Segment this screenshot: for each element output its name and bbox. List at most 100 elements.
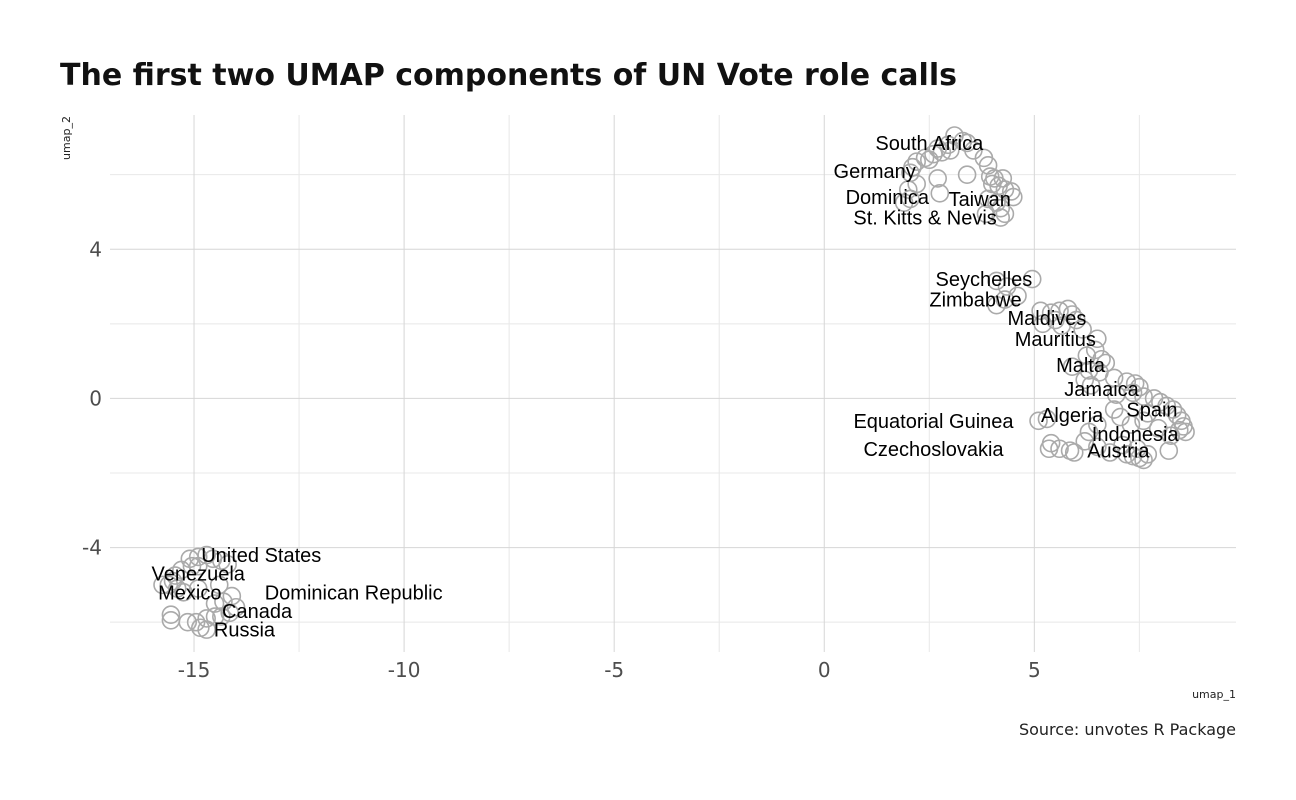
scatter-point xyxy=(907,152,926,171)
country-label: Austria xyxy=(1087,441,1150,463)
scatter-point xyxy=(1159,441,1179,460)
x-axis-title: umap_1 xyxy=(1192,688,1236,701)
scatter-point xyxy=(1081,376,1101,395)
country-label: United States xyxy=(201,545,321,567)
scatter-point xyxy=(1079,422,1099,442)
scatter-point xyxy=(1064,443,1084,462)
scatter-point xyxy=(182,556,202,576)
scatter-point xyxy=(1008,286,1027,306)
country-label: Dominica xyxy=(846,187,930,209)
scatter-point xyxy=(995,204,1015,224)
country-label: Mauritius xyxy=(1015,329,1096,351)
scatter-point xyxy=(1077,346,1097,365)
scatter-point xyxy=(1033,314,1053,334)
scatter-point xyxy=(1130,377,1149,397)
scatter-point xyxy=(987,295,1006,315)
scatter-point xyxy=(1075,370,1095,390)
country-label: Equatorial Guinea xyxy=(853,411,1014,433)
country-label: Jamaica xyxy=(1064,379,1139,401)
x-tick-label: 0 xyxy=(818,658,831,682)
scatter-point xyxy=(1167,405,1187,425)
scatter-point xyxy=(1050,301,1069,321)
scatter-point xyxy=(1050,439,1069,459)
scatter-point xyxy=(991,208,1011,227)
scatter-point xyxy=(1046,310,1065,330)
scatter-point xyxy=(205,607,225,626)
scatter-point xyxy=(1176,422,1195,442)
scatter-point xyxy=(1079,361,1099,380)
country-label: South Africa xyxy=(875,133,984,155)
country-label: Indonesia xyxy=(1092,424,1180,446)
scatter-point xyxy=(1052,316,1071,335)
scatter-point xyxy=(919,150,939,170)
scatter-point xyxy=(1022,269,1042,289)
country-label: Taiwan xyxy=(949,189,1011,211)
country-label: Mexico xyxy=(158,582,221,604)
country-label: Spain xyxy=(1126,400,1177,422)
scatter-point xyxy=(978,189,998,209)
country-label: Zimbabwe xyxy=(929,290,1021,312)
country-label: Germany xyxy=(834,161,916,183)
country-label: St. Kitts & Nevis xyxy=(853,208,996,230)
chart-title: The first two UMAP components of UN Vote… xyxy=(60,58,957,93)
scatter-point xyxy=(976,204,996,224)
gridlines xyxy=(110,115,1236,652)
country-label: Dominican Republic xyxy=(265,582,443,604)
scatter-point xyxy=(1004,187,1023,207)
scatter-point xyxy=(1113,435,1132,455)
scatter-point xyxy=(1062,305,1082,324)
scatter-point xyxy=(1104,400,1124,419)
x-tick-label: -15 xyxy=(178,658,211,682)
country-label: Algeria xyxy=(1041,405,1104,427)
country-label: Venezuela xyxy=(152,564,246,586)
scatter-point xyxy=(957,165,977,184)
scatter-point xyxy=(1134,450,1153,470)
scatter-point xyxy=(1037,409,1057,429)
scatter-point xyxy=(1096,353,1116,373)
scatter-point xyxy=(178,612,198,632)
scatter-point xyxy=(197,609,216,628)
scatter-point xyxy=(212,607,231,626)
scatter-point xyxy=(1106,385,1126,404)
scatter-point xyxy=(1073,320,1092,339)
chart-caption: Source: unvotes R Package xyxy=(1019,720,1236,739)
y-tick-label: 0 xyxy=(89,386,102,410)
scatter-point xyxy=(940,141,960,160)
country-label: Czechoslovakia xyxy=(863,439,1004,461)
country-label: Seychelles xyxy=(936,269,1033,291)
scatter-point xyxy=(987,271,1006,291)
y-axis-title: umap_2 xyxy=(60,116,73,160)
scatter-point xyxy=(930,184,950,203)
scatter-point xyxy=(1029,411,1048,431)
scatter-point xyxy=(1039,439,1059,459)
scatter-point xyxy=(894,193,914,212)
scatter-point xyxy=(220,603,240,623)
country-label: Canada xyxy=(222,601,293,623)
y-tick-label: -4 xyxy=(82,536,102,560)
country-label: Maldives xyxy=(1007,308,1086,330)
country-label: Malta xyxy=(1056,355,1106,377)
scatter-point xyxy=(1088,329,1107,349)
scatter-point xyxy=(218,555,237,574)
scatter-point xyxy=(1092,349,1111,369)
x-tick-label: -5 xyxy=(604,658,624,682)
scatter-point xyxy=(997,277,1017,296)
tick-labels: -15 -10 -5 0 5 -4 0 4 xyxy=(82,237,1041,682)
scatter-point xyxy=(226,597,246,617)
data-points xyxy=(153,126,1195,639)
scatter-point xyxy=(159,575,179,595)
scatter-point xyxy=(174,583,193,602)
scatter-point xyxy=(188,579,208,598)
scatter-point xyxy=(214,592,233,611)
scatter-point xyxy=(161,605,181,625)
y-tick-label: 4 xyxy=(89,237,102,261)
scatter-point xyxy=(1148,418,1168,438)
scatter-point xyxy=(188,547,208,567)
scatter-point xyxy=(1138,445,1158,464)
scatter-point xyxy=(1125,374,1145,393)
x-tick-label: -10 xyxy=(388,658,421,682)
scatter-point xyxy=(1123,446,1143,466)
scatter-point xyxy=(1088,437,1107,457)
